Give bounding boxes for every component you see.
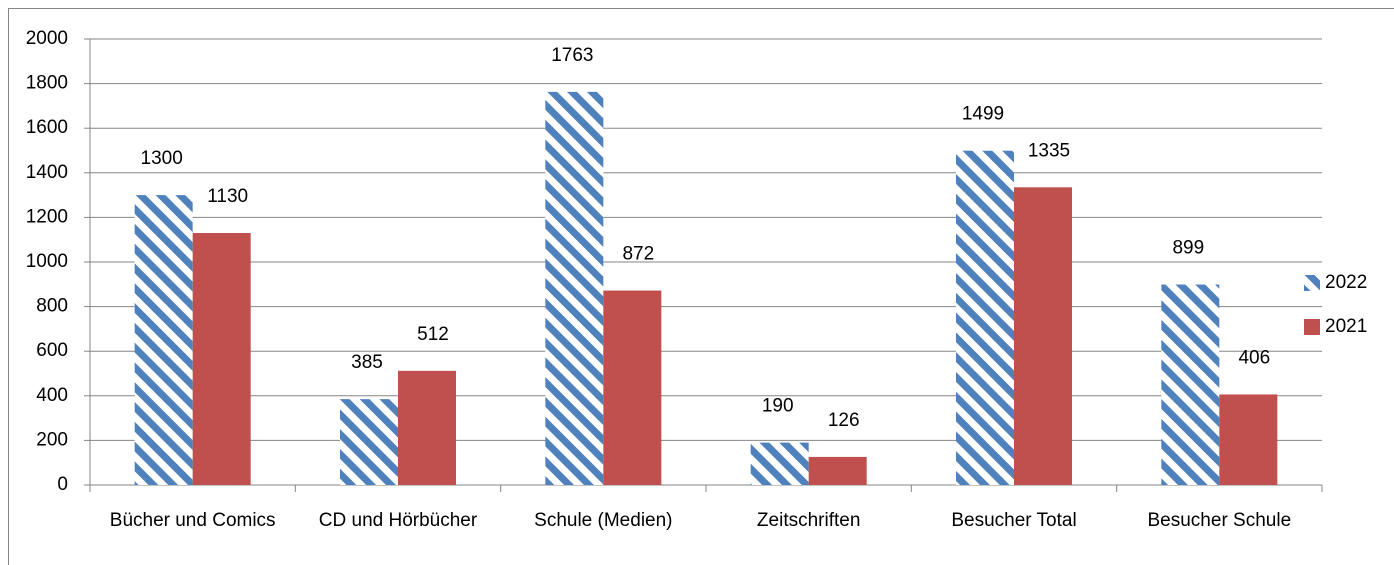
bar (1161, 284, 1220, 485)
x-tick-label: Zeitschriften (757, 510, 860, 531)
y-tick-label: 1600 (26, 117, 68, 138)
value-label: 1763 (551, 45, 593, 66)
x-tick-label: Bücher und Comics (110, 510, 276, 531)
value-label: 512 (417, 324, 449, 345)
bar (750, 442, 809, 485)
bar (956, 150, 1014, 485)
bar (545, 91, 604, 485)
bar (398, 370, 456, 485)
value-label: 406 (1238, 347, 1270, 368)
y-tick-label: 400 (36, 385, 68, 406)
legend-swatch (1304, 319, 1320, 335)
value-label: 1130 (207, 186, 248, 207)
x-tick-label: Schule (Medien) (534, 510, 672, 531)
y-tick-label: 800 (36, 296, 68, 317)
legend-swatch (1304, 275, 1320, 291)
y-tick-label: 2000 (26, 28, 68, 49)
value-label: 126 (828, 410, 860, 431)
bar (340, 399, 398, 485)
bar (808, 456, 867, 485)
y-tick-label: 200 (36, 429, 68, 450)
value-label: 1300 (141, 148, 183, 169)
y-tick-label: 1000 (26, 251, 68, 272)
bar (1014, 187, 1072, 486)
bar (134, 195, 193, 485)
bar (603, 290, 662, 485)
value-label: 1499 (962, 104, 1004, 125)
bar (192, 233, 251, 485)
y-tick-label: 600 (36, 340, 68, 361)
legend-label: 2022 (1325, 272, 1367, 293)
bar (1219, 394, 1278, 485)
frame (8, 8, 1394, 565)
x-tick-label: Besucher Total (951, 510, 1076, 531)
value-label: 1335 (1028, 140, 1070, 161)
value-label: 190 (762, 396, 794, 417)
y-tick-label: 1200 (26, 206, 68, 227)
value-label: 872 (622, 244, 654, 265)
legend-label: 2021 (1325, 316, 1367, 337)
x-tick-label: CD und Hörbücher (319, 510, 478, 531)
y-tick-label: 0 (57, 474, 68, 495)
y-tick-label: 1400 (26, 162, 68, 183)
x-tick-label: Besucher Schule (1148, 510, 1292, 531)
value-label: 385 (351, 352, 383, 373)
value-label: 899 (1172, 238, 1204, 259)
y-tick-label: 1800 (26, 73, 68, 94)
